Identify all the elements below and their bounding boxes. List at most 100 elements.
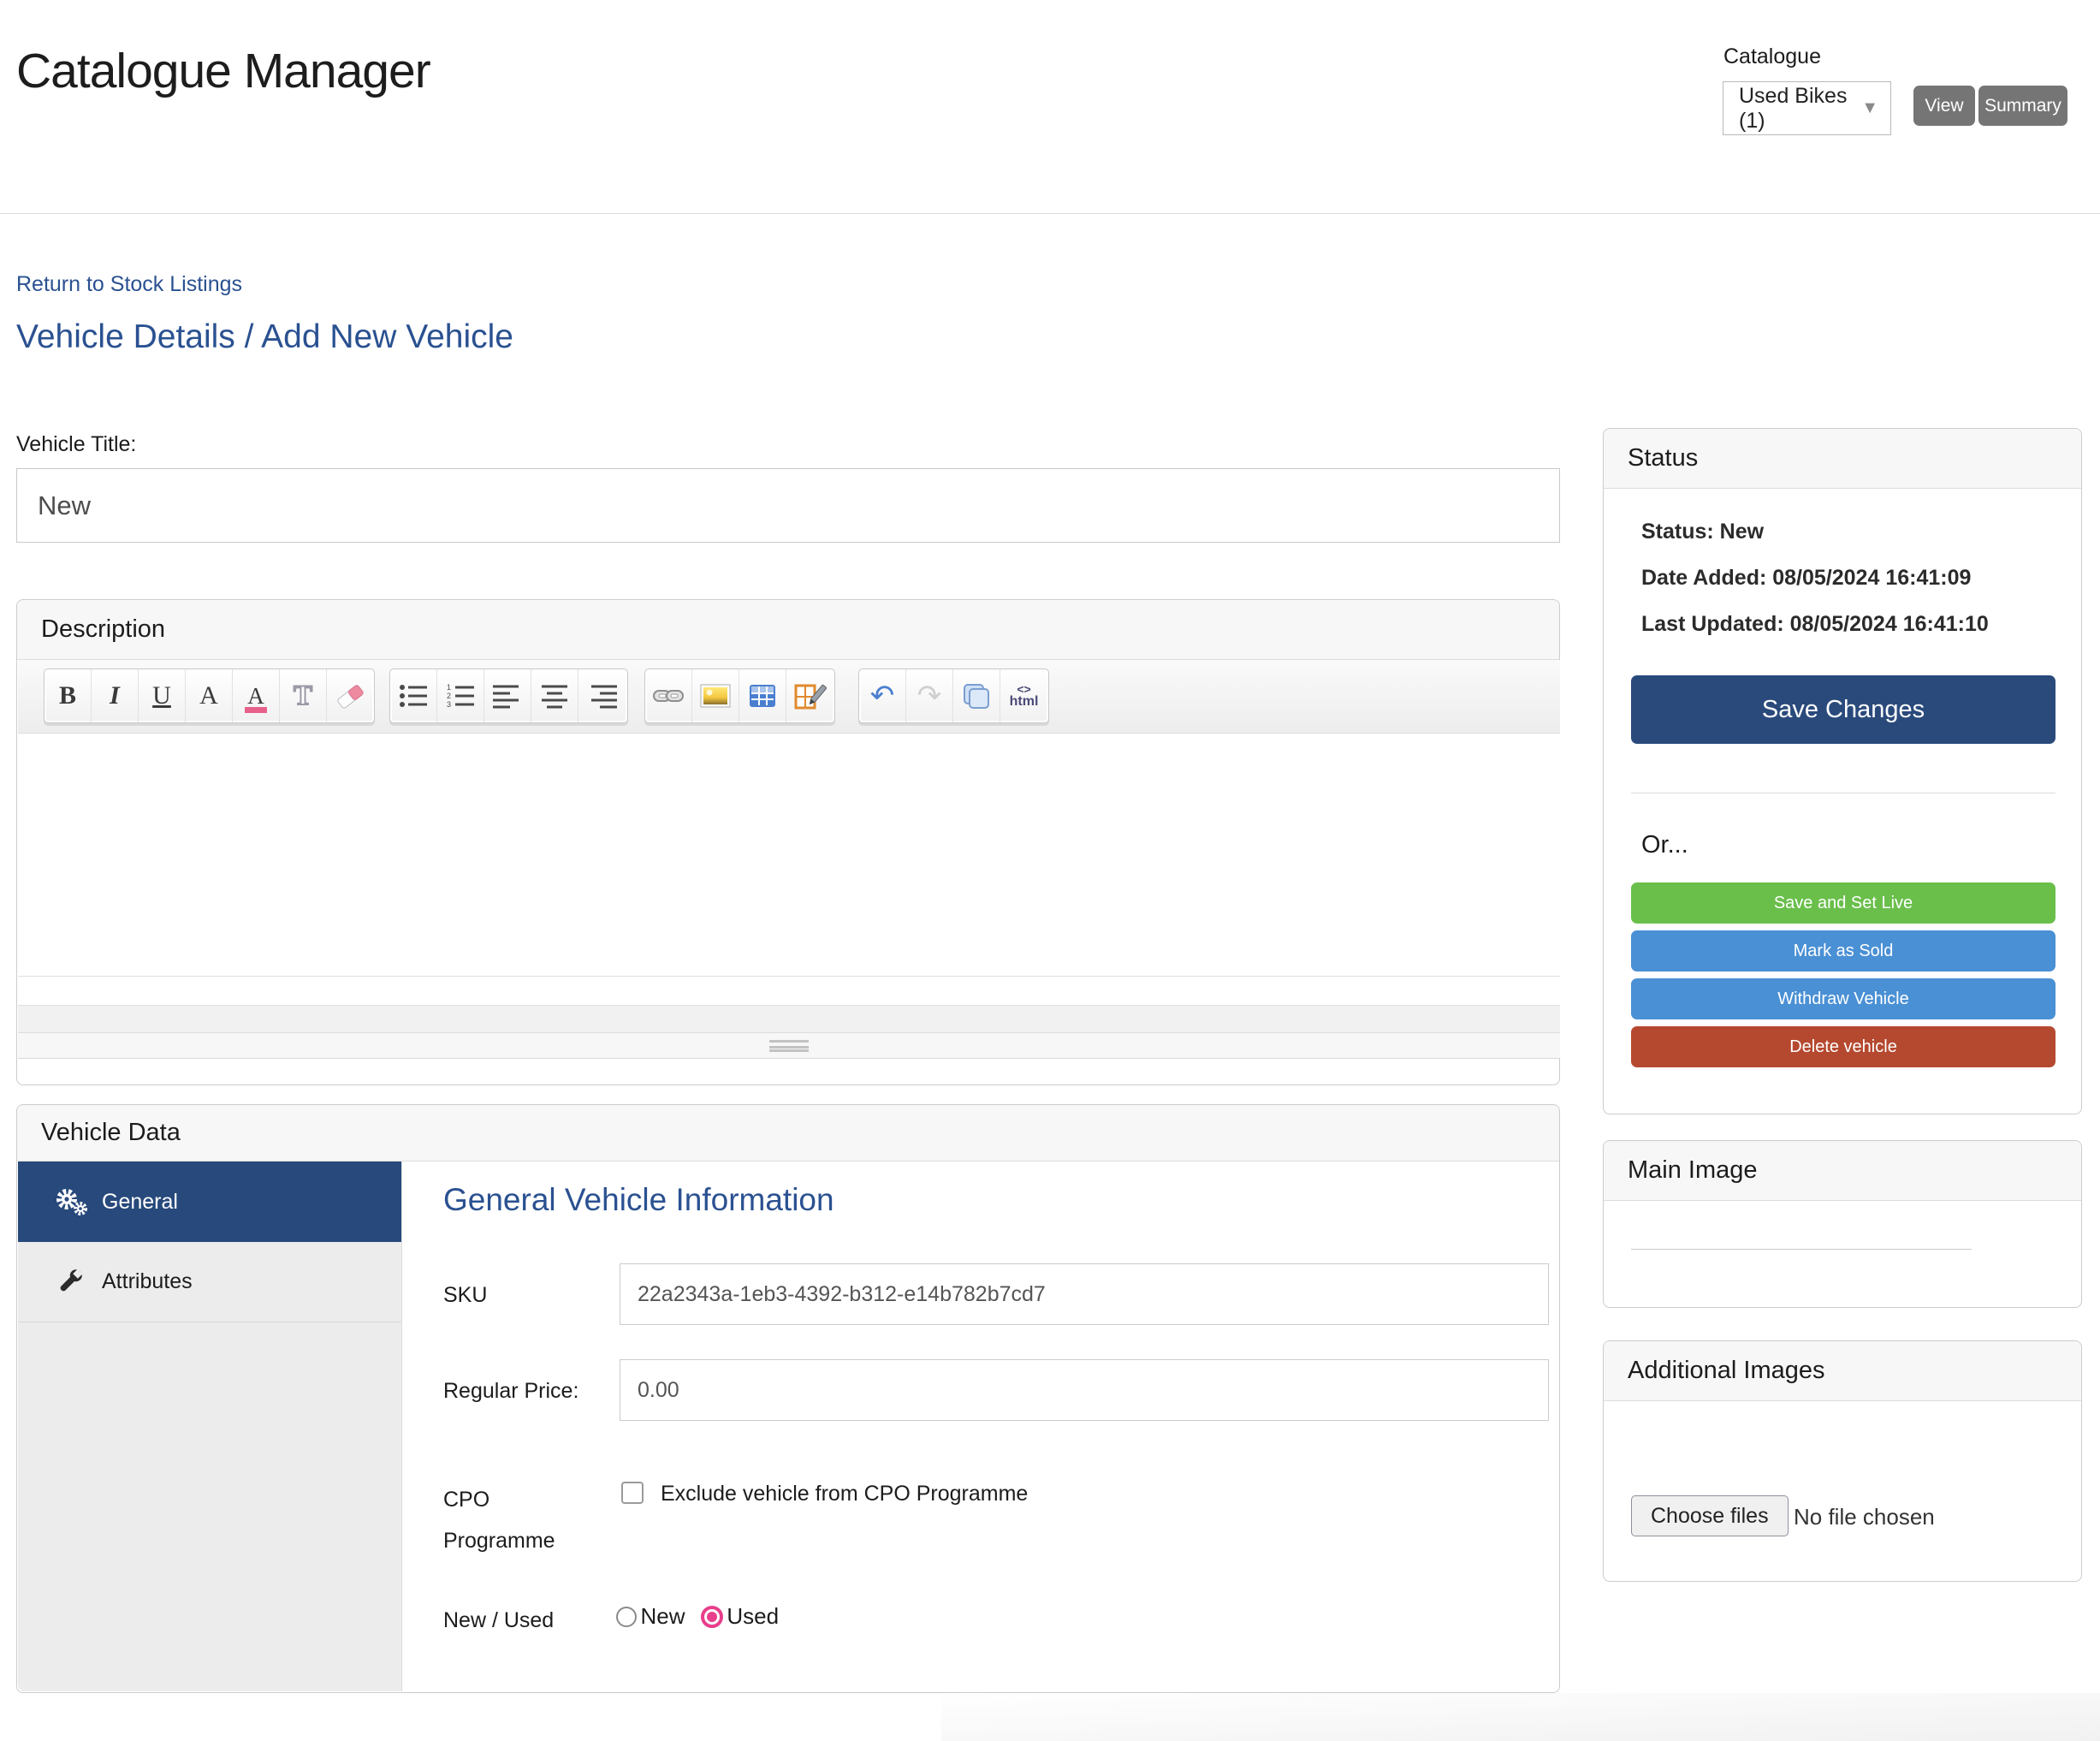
description-editor-body[interactable] xyxy=(18,734,1560,977)
toolbar-group-insert xyxy=(644,668,835,723)
redo-icon: ↷ xyxy=(917,679,942,713)
save-changes-button[interactable]: Save Changes xyxy=(1631,675,2056,744)
image-icon xyxy=(700,684,731,708)
additional-images-panel: Additional Images Choose files No file c… xyxy=(1603,1340,2082,1582)
radio-used[interactable] xyxy=(700,1605,723,1628)
align-right-button[interactable] xyxy=(578,669,626,722)
status-panel-header: Status xyxy=(1604,429,2081,489)
vehicle-title-input[interactable] xyxy=(16,468,1560,543)
radio-used-label[interactable]: Used xyxy=(727,1603,780,1629)
bold-icon: B xyxy=(58,681,76,710)
font-button[interactable]: A xyxy=(186,669,233,722)
underline-icon: U xyxy=(152,681,171,710)
description-panel: Description B I U A A T xyxy=(16,599,1560,1085)
remove-format-button[interactable] xyxy=(327,669,374,722)
gears-icon xyxy=(54,1186,102,1217)
insert-image-button[interactable] xyxy=(692,669,739,722)
align-right-icon xyxy=(590,685,617,709)
catalogue-label: Catalogue xyxy=(1723,45,1821,68)
mark-as-sold-button[interactable]: Mark as Sold xyxy=(1631,930,2056,972)
main-image-panel-header: Main Image xyxy=(1604,1141,2081,1201)
table-edit-icon xyxy=(794,684,827,710)
edit-table-button[interactable] xyxy=(786,669,833,722)
choose-files-button[interactable]: Choose files xyxy=(1631,1495,1789,1536)
cpo-exclude-checkbox[interactable] xyxy=(621,1482,644,1504)
vehicle-title-label: Vehicle Title: xyxy=(16,432,137,456)
background-artifact xyxy=(941,1693,2100,1741)
tab-general[interactable]: General xyxy=(18,1162,401,1242)
redo-button[interactable]: ↷ xyxy=(906,669,953,722)
catalogue-dropdown[interactable]: Used Bikes (1) ▼ xyxy=(1723,81,1891,135)
status-value-line: Status: New xyxy=(1641,520,1765,544)
description-panel-header: Description xyxy=(17,600,1559,660)
unordered-list-icon xyxy=(400,685,427,707)
font-color-button[interactable]: A xyxy=(233,669,280,722)
radio-new-label[interactable]: New xyxy=(640,1603,685,1629)
tab-attributes[interactable]: Attributes xyxy=(18,1242,401,1322)
header-divider xyxy=(0,213,2100,214)
toolbar-group-actions: ↶ ↷ <> html xyxy=(858,668,1049,723)
save-and-set-live-button[interactable]: Save and Set Live xyxy=(1631,882,2056,924)
vehicle-data-panel: Vehicle Data General xyxy=(16,1104,1560,1693)
regular-price-label: Regular Price: xyxy=(443,1379,579,1403)
align-center-icon xyxy=(542,685,567,709)
cpo-programme-label: CPO Programme xyxy=(443,1488,555,1553)
table-icon xyxy=(750,685,775,707)
align-left-button[interactable] xyxy=(484,669,531,722)
sku-input[interactable] xyxy=(620,1263,1549,1325)
radio-new[interactable] xyxy=(616,1606,637,1627)
sku-label: SKU xyxy=(443,1283,488,1307)
italic-button[interactable]: I xyxy=(92,669,139,722)
ordered-list-icon: 123 xyxy=(447,683,474,709)
bold-button[interactable]: B xyxy=(44,669,92,722)
description-panel-title: Description xyxy=(41,615,166,643)
additional-images-panel-title: Additional Images xyxy=(1628,1357,1825,1384)
date-added-line: Date Added: 08/05/2024 16:41:09 xyxy=(1641,566,1972,590)
insert-link-button[interactable] xyxy=(645,669,692,722)
regular-price-input[interactable] xyxy=(620,1359,1549,1421)
copy-icon xyxy=(964,684,989,709)
undo-icon: ↶ xyxy=(869,679,895,713)
link-icon xyxy=(653,690,684,702)
delete-vehicle-button[interactable]: Delete vehicle xyxy=(1631,1026,2056,1067)
tab-attributes-label: Attributes xyxy=(102,1269,193,1293)
editor-resize-handle[interactable] xyxy=(18,1033,1560,1059)
withdraw-vehicle-button[interactable]: Withdraw Vehicle xyxy=(1631,978,2056,1019)
html-source-button[interactable]: <> html xyxy=(1000,669,1047,722)
editor-statusbar xyxy=(18,977,1560,1006)
format-button[interactable]: T xyxy=(280,669,327,722)
resize-grip-icon xyxy=(769,1039,809,1052)
undo-button[interactable]: ↶ xyxy=(859,669,906,722)
vehicle-data-panel-header: Vehicle Data xyxy=(17,1105,1559,1162)
app-title: Catalogue Manager xyxy=(16,44,431,98)
new-used-label: New / Used xyxy=(443,1608,555,1632)
html-source-icon: <> html xyxy=(1009,682,1039,709)
catalogue-dropdown-value: Used Bikes (1) xyxy=(1739,83,1848,133)
eraser-icon xyxy=(336,685,364,709)
general-section-heading: General Vehicle Information xyxy=(443,1182,834,1217)
align-center-button[interactable] xyxy=(531,669,578,722)
or-label: Or... xyxy=(1641,831,1688,859)
svg-text:2: 2 xyxy=(447,692,451,700)
font-color-icon: A xyxy=(245,683,267,713)
tab-general-label: General xyxy=(102,1189,178,1214)
insert-table-button[interactable] xyxy=(739,669,786,722)
chevron-down-icon: ▼ xyxy=(1861,98,1878,117)
wrench-icon xyxy=(54,1267,102,1298)
cpo-exclude-checkbox-label: Exclude vehicle from CPO Programme xyxy=(661,1482,1029,1506)
return-to-stock-listings-link[interactable]: Return to Stock Listings xyxy=(16,272,243,296)
last-updated-line: Last Updated: 08/05/2024 16:41:10 xyxy=(1641,612,1989,636)
editor-pathbar xyxy=(18,1006,1560,1033)
new-used-radio-group: New Used xyxy=(616,1603,779,1630)
unordered-list-button[interactable] xyxy=(390,669,437,722)
summary-button[interactable]: Summary xyxy=(1978,86,2067,126)
underline-button[interactable]: U xyxy=(139,669,186,722)
no-file-chosen-text: No file chosen xyxy=(1794,1504,1935,1530)
format-icon: T xyxy=(293,680,313,712)
copy-button[interactable] xyxy=(953,669,1000,722)
align-left-icon xyxy=(493,685,519,709)
vehicle-data-panel-title: Vehicle Data xyxy=(41,1119,181,1146)
view-button[interactable]: View xyxy=(1913,86,1975,126)
